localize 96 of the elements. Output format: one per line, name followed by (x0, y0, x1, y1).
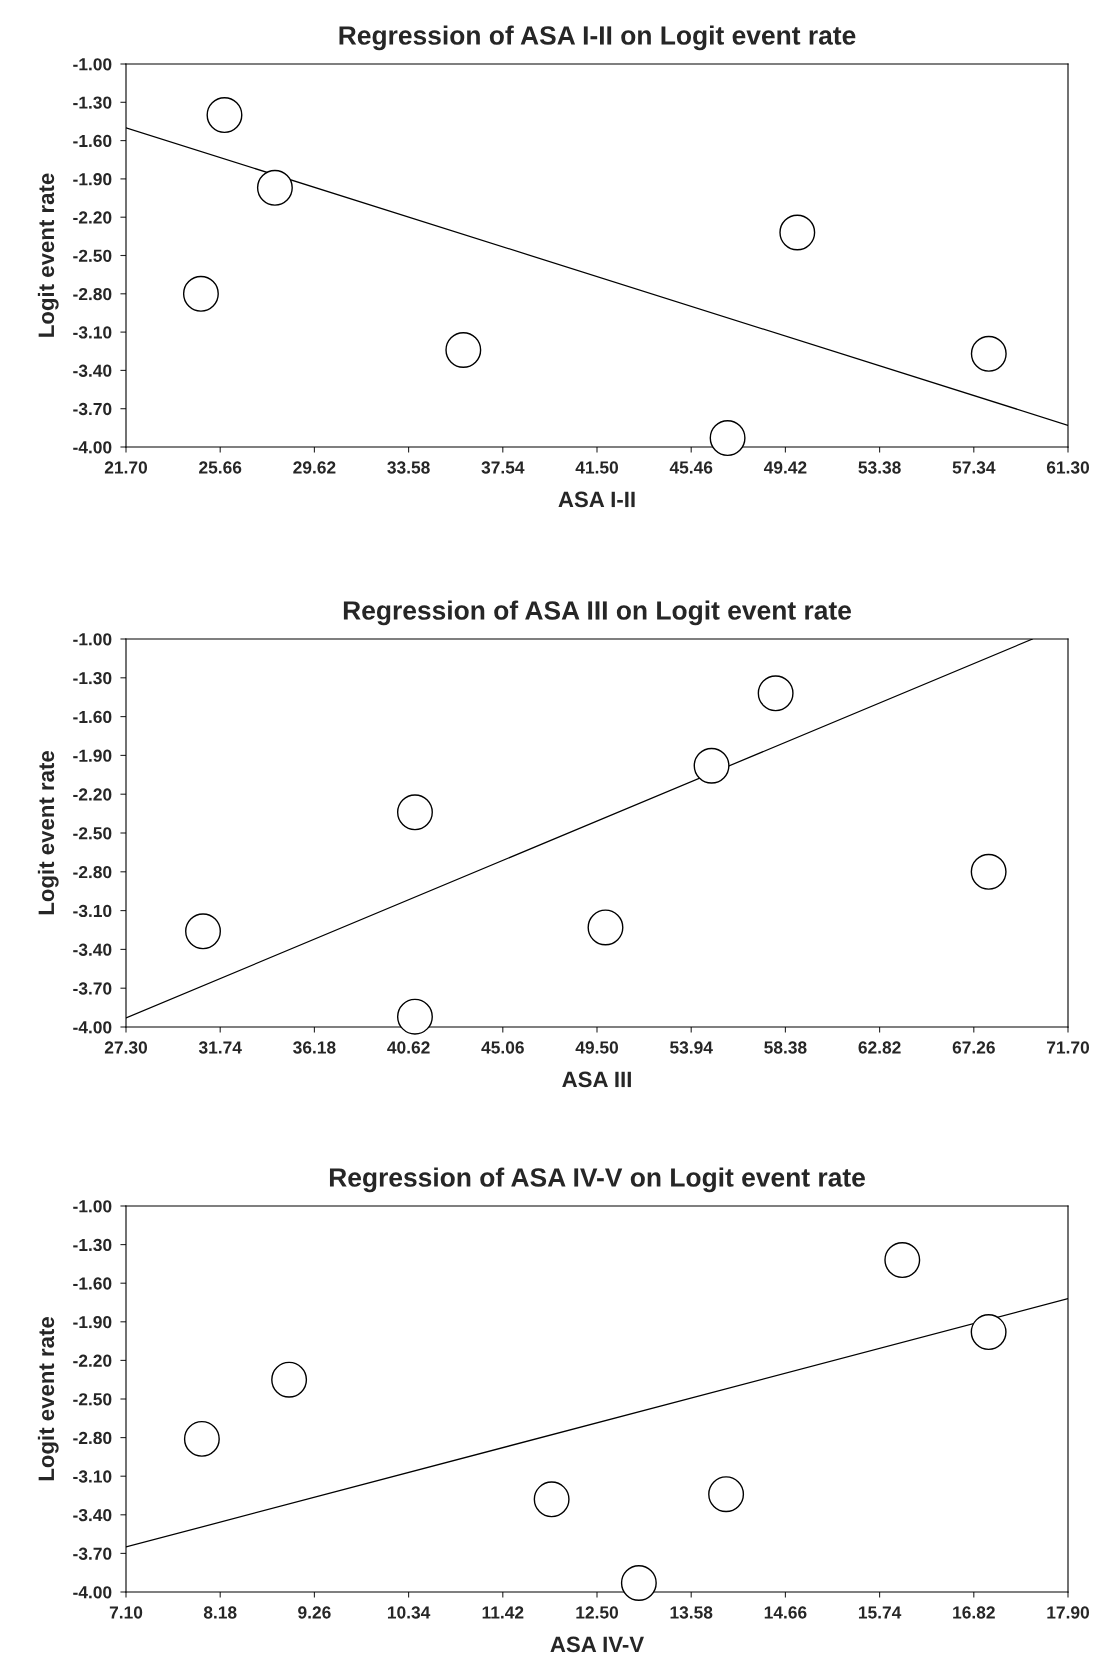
y-tick-label: -1.60 (73, 710, 112, 724)
chart-title: Regression of ASA IV-V on Logit event rate (329, 1167, 865, 1193)
x-tick-label: 49.50 (575, 1041, 619, 1054)
point (757, 675, 794, 712)
point (183, 1420, 220, 1457)
x-tick-label: 14.66 (764, 1606, 807, 1619)
y-tick-label: -1.30 (73, 671, 112, 685)
point (185, 913, 222, 950)
x-tick-label: 57.34 (952, 461, 996, 474)
point (779, 214, 816, 251)
x-tick-label: 21.70 (104, 461, 148, 474)
x-tick-label: 49.42 (763, 461, 807, 474)
point (620, 1565, 657, 1601)
x-tick-label: 25.66 (199, 461, 242, 474)
x-axis-title: ASA III (562, 1071, 631, 1088)
y-tick-label: -3.40 (73, 1508, 112, 1522)
x-tick-label: 8.18 (203, 1606, 237, 1619)
point (271, 1361, 308, 1398)
y-tick-label: -1.30 (73, 96, 112, 109)
x-tick-label: 53.38 (858, 461, 901, 474)
y-tick-label: -3.10 (73, 904, 112, 918)
point (884, 1242, 921, 1279)
x-tick-label: 16.82 (953, 1606, 995, 1619)
y-tick-label: -2.50 (73, 827, 112, 840)
y-axis-title: Logit event rate (37, 173, 59, 337)
x-tick-label: 33.58 (387, 461, 430, 474)
x-tick-label: 37.54 (481, 461, 525, 474)
x-tick-label: 40.62 (387, 1041, 430, 1054)
x-tick-label: 17.90 (1047, 1606, 1090, 1619)
point (182, 275, 219, 312)
x-tick-label: 11.42 (482, 1606, 524, 1619)
point (970, 335, 1007, 372)
x-tick-label: 45.06 (481, 1041, 524, 1054)
y-tick-label: -3.70 (73, 402, 112, 416)
point (708, 1476, 745, 1513)
y-tick-label: -3.10 (73, 326, 112, 339)
point (256, 169, 293, 206)
x-tick-label: 61.30 (1046, 461, 1090, 474)
y-tick-label: -2.20 (73, 211, 112, 224)
x-tick-label: 53.94 (670, 1041, 713, 1054)
point (396, 998, 433, 1035)
y-axis-title: Logit event rate (37, 1317, 59, 1481)
y-tick-label: -3.10 (73, 1470, 112, 1483)
point (970, 853, 1007, 890)
y-tick-label: -4.00 (73, 1586, 112, 1599)
y-tick-label: -1.90 (73, 749, 112, 762)
y-tick-label: -4.00 (73, 1021, 112, 1034)
y-tick-label: -1.60 (73, 1277, 112, 1290)
x-tick-label: 62.82 (858, 1041, 901, 1054)
x-tick-label: 15.74 (858, 1606, 902, 1619)
chart-title: Regression of ASA III on Logit event rate (343, 600, 851, 626)
chart-title: Regression of ASA I-II on Logit event rate (339, 25, 856, 51)
y-tick-label: -3.70 (73, 982, 112, 995)
y-tick-label: -2.20 (73, 788, 112, 801)
y-tick-label: -1.60 (73, 134, 112, 148)
y-tick-label: -2.80 (73, 1431, 112, 1445)
x-tick-label: 58.38 (764, 1041, 807, 1054)
y-tick-label: -3.70 (73, 1547, 112, 1560)
x-axis-title: ASA IV-V (550, 1636, 644, 1653)
point (970, 1314, 1007, 1351)
x-axis-title: ASA I-II (558, 491, 635, 508)
y-tick-label: -2.50 (73, 1393, 112, 1406)
point (396, 794, 433, 831)
y-tick-label: -2.80 (73, 287, 112, 301)
y-axis-title: Logit event rate (37, 751, 59, 915)
y-tick-label: -2.80 (73, 865, 112, 879)
y-tick-label: -1.00 (73, 58, 112, 71)
x-tick-label: 41.50 (575, 461, 619, 474)
y-tick-label: -3.40 (73, 364, 112, 377)
point (587, 909, 624, 946)
x-tick-label: 7.10 (109, 1606, 143, 1619)
y-tick-label: -1.30 (73, 1238, 112, 1252)
y-tick-label: -1.00 (73, 633, 112, 646)
x-tick-label: 10.34 (387, 1606, 431, 1619)
x-tick-label: 36.18 (293, 1041, 336, 1054)
x-tick-label: 31.74 (198, 1041, 242, 1054)
x-tick-label: 29.62 (293, 461, 336, 474)
x-tick-label: 12.50 (576, 1606, 619, 1619)
point (533, 1481, 570, 1518)
x-tick-label: 45.46 (669, 461, 713, 474)
x-tick-label: 67.26 (952, 1041, 995, 1054)
y-tick-label: -1.90 (73, 173, 112, 186)
x-tick-label: 13.58 (670, 1606, 713, 1619)
x-tick-label: 71.70 (1047, 1041, 1090, 1054)
y-tick-label: -1.90 (73, 1315, 112, 1329)
y-tick-label: -1.00 (73, 1200, 112, 1213)
y-tick-label: -3.40 (73, 943, 112, 956)
x-tick-label: 9.26 (298, 1606, 331, 1619)
point (709, 420, 746, 457)
point (445, 331, 482, 368)
point (693, 747, 730, 784)
y-tick-label: -2.50 (73, 249, 112, 262)
y-tick-label: -2.20 (73, 1354, 112, 1367)
x-tick-label: 27.30 (104, 1041, 148, 1054)
y-tick-label: -4.00 (73, 441, 112, 454)
point (206, 97, 243, 134)
